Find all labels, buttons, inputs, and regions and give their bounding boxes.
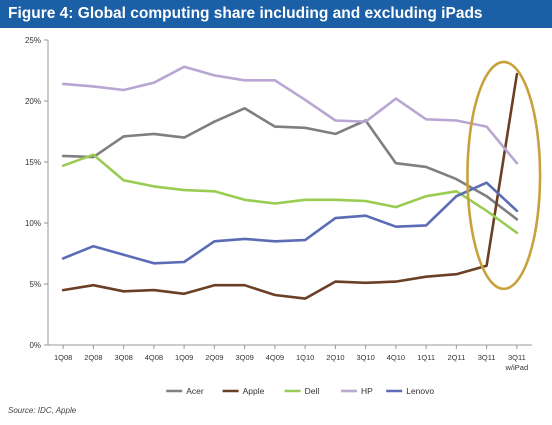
legend-label-hp: HP: [361, 386, 373, 396]
series-line-apple: [61, 72, 519, 300]
line-chart: 0% 5% 10% 15% 20% 25% 1Q08 2Q08 3Q08 4Q08 1Q09 2Q09…: [25, 36, 542, 396]
legend-label-lenovo: Lenovo: [406, 386, 434, 396]
annotation-ellipse: [466, 60, 542, 291]
chart-title: Figure 4: Global computing share includi…: [0, 0, 552, 28]
legend-label-acer: Acer: [186, 386, 204, 396]
x-tick-label-line2: w/iPad: [505, 363, 529, 372]
legend-label-apple: Apple: [243, 386, 265, 396]
x-tick-label: 2Q09: [205, 353, 223, 362]
source-note: Source: IDC, Apple: [8, 406, 77, 415]
series-line-dell: [61, 153, 519, 235]
x-tick-label: 4Q10: [387, 353, 405, 362]
y-tick-label: 5%: [29, 280, 41, 289]
y-tick-label: 10%: [25, 219, 41, 228]
x-tick-label: 1Q09: [175, 353, 193, 362]
x-tick-label: 4Q09: [266, 353, 284, 362]
y-tick-label: 15%: [25, 158, 41, 167]
x-tick-label: 1Q10: [296, 353, 314, 362]
x-tick-label: 2Q11: [447, 353, 465, 362]
x-tick-label: 3Q08: [114, 353, 132, 362]
y-tick-label: 0%: [29, 341, 41, 350]
x-tick-label: 2Q08: [84, 353, 102, 362]
x-tick-label: 3Q09: [235, 353, 253, 362]
x-tick-label: 2Q10: [326, 353, 344, 362]
x-tick-label: 4Q08: [145, 353, 163, 362]
legend-label-dell: Dell: [305, 386, 320, 396]
x-tick-label: 3Q11: [508, 353, 526, 362]
x-tick-label: 1Q11: [417, 353, 435, 362]
series-line-acer: [61, 107, 519, 221]
x-tick-label: 3Q11: [478, 353, 496, 362]
series-line-hp: [61, 65, 519, 165]
x-tick-label: 1Q08: [54, 353, 72, 362]
x-tick-label: 3Q10: [356, 353, 374, 362]
y-tick-label: 20%: [25, 97, 41, 106]
y-tick-label: 25%: [25, 36, 41, 45]
series-line-lenovo: [61, 181, 519, 265]
